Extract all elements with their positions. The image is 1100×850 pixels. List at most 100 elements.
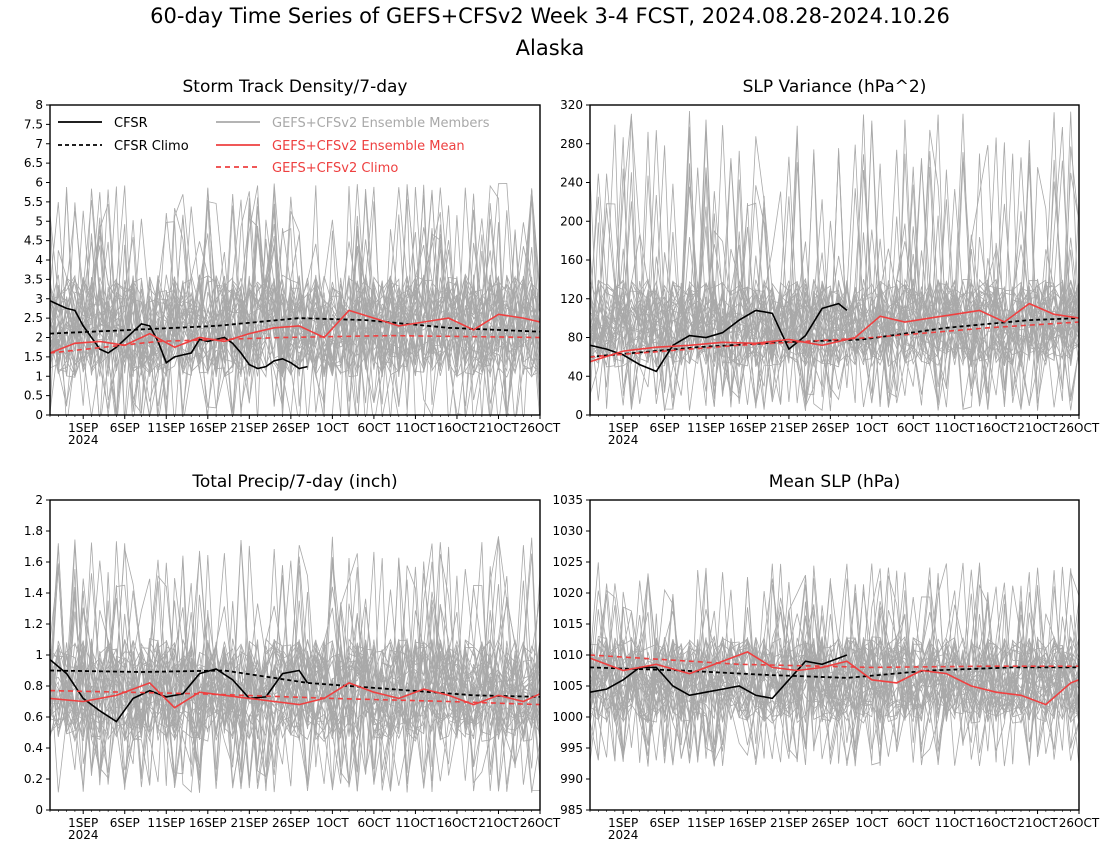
x-tick-label: 11SEP	[147, 421, 185, 435]
x-tick-label: 26OCT	[1059, 421, 1100, 435]
y-tick-label: 7	[35, 137, 43, 151]
x-tick-label: 11OCT	[395, 816, 436, 830]
y-tick-label: 1030	[552, 524, 583, 538]
y-tick-label: 160	[560, 253, 583, 267]
ensemble-member-line	[50, 575, 540, 785]
series-cfsr-climo	[50, 669, 540, 698]
ensemble-member-line	[590, 172, 1079, 410]
x-year-label: 2024	[608, 433, 639, 447]
y-tick-label: 5.5	[24, 195, 43, 209]
x-tick-label: 11OCT	[934, 816, 975, 830]
y-tick-label: 2	[35, 331, 43, 345]
y-tick-label: 0.8	[24, 679, 43, 693]
y-tick-label: 0	[35, 408, 43, 422]
ensemble-member-line	[590, 114, 1079, 402]
ensemble-member-line	[50, 195, 540, 415]
ensemble-member-line	[590, 119, 1079, 408]
y-tick-label: 5	[35, 214, 43, 228]
x-tick-label: 11SEP	[687, 816, 725, 830]
ensemble-member-line	[590, 574, 1079, 767]
ensemble-member-line	[50, 211, 540, 415]
ensemble-member-line	[50, 184, 540, 415]
ensemble-member-line	[590, 144, 1079, 398]
y-tick-label: 4.5	[24, 234, 43, 248]
x-tick-label: 1SEP	[68, 421, 98, 435]
ensemble-member-line	[590, 137, 1079, 404]
y-tick-label: 1025	[552, 555, 583, 569]
x-tick-label: 26SEP	[272, 816, 310, 830]
x-tick-label: 1SEP	[68, 816, 98, 830]
x-tick-label: 11SEP	[147, 816, 185, 830]
y-tick-label: 990	[560, 772, 583, 786]
x-tick-label: 16SEP	[729, 816, 767, 830]
y-tick-label: 240	[560, 176, 583, 190]
ensemble-members	[590, 562, 1079, 767]
series-cfsr	[590, 654, 848, 700]
series-gefs-cfsv2-climo	[590, 321, 1079, 358]
ensemble-member-line	[590, 567, 1079, 760]
x-tick-label: 21SEP	[770, 421, 808, 435]
legend-entry: CFSR Climo	[114, 139, 189, 154]
series-gefs-cfsv2-ensemble-mean	[50, 681, 540, 709]
series-cfsr-climo	[50, 317, 540, 335]
ensemble-member-line	[50, 183, 540, 415]
ensemble-member-line	[50, 187, 540, 415]
y-tick-label: 1	[35, 369, 43, 383]
x-tick-label: 6SEP	[110, 421, 140, 435]
x-tick-label: 26OCT	[520, 816, 561, 830]
x-tick-label: 16SEP	[729, 421, 767, 435]
x-tick-label: 11OCT	[934, 421, 975, 435]
x-tick-label: 1SEP	[608, 421, 638, 435]
legend-entry: GEFS+CFSv2 Ensemble Members	[272, 116, 490, 131]
ensemble-member-line	[590, 588, 1079, 765]
y-tick-label: 120	[560, 292, 583, 306]
chart-title: Total Precip/7-day (inch)	[191, 472, 397, 492]
y-tick-label: 6	[35, 176, 43, 190]
y-tick-label: 1015	[552, 617, 583, 631]
ensemble-member-line	[50, 585, 540, 793]
x-tick-label: 1SEP	[608, 816, 638, 830]
x-tick-label: 21SEP	[230, 816, 268, 830]
y-tick-label: 3	[35, 292, 43, 306]
y-tick-label: 1005	[552, 679, 583, 693]
y-tick-label: 1.5	[24, 350, 43, 364]
chart-panel-3: Total Precip/7-day (inch)00.20.40.60.811…	[24, 472, 561, 842]
y-tick-label: 1.4	[24, 586, 43, 600]
series-cfsr	[50, 299, 308, 370]
ensemble-member-line	[590, 611, 1079, 766]
x-year-label: 2024	[68, 828, 99, 842]
series-cfsr-climo	[590, 317, 1079, 358]
chart-title: SLP Variance (hPa^2)	[743, 77, 927, 97]
x-tick-label: 26SEP	[272, 421, 310, 435]
ensemble-member-line	[590, 564, 1079, 744]
x-tick-label: 16OCT	[976, 421, 1017, 435]
x-tick-label: 16OCT	[437, 816, 478, 830]
ensemble-member-line	[50, 188, 540, 415]
ensemble-member-line	[50, 557, 540, 789]
x-tick-label: 26SEP	[811, 421, 849, 435]
y-tick-label: 320	[560, 98, 583, 112]
ensemble-member-line	[50, 537, 540, 793]
y-tick-label: 0	[35, 803, 43, 817]
y-tick-label: 80	[568, 331, 583, 345]
ensemble-member-line	[50, 602, 540, 766]
y-tick-label: 7.5	[24, 117, 43, 131]
series-cfsr	[50, 658, 309, 723]
ensemble-member-line	[590, 157, 1079, 411]
chart-panel-1: Storm Track Density/7-day 0 0.5 1 1.5 2 2.5 3 3.…	[24, 77, 561, 447]
y-tick-label: 1.6	[24, 555, 43, 569]
y-tick-label: 995	[560, 741, 583, 755]
series-gefs-cfsv2-climo	[590, 654, 1079, 669]
y-tick-label: 3.5	[24, 272, 43, 286]
x-tick-label: 21OCT	[478, 421, 519, 435]
series-gefs-cfsv2-ensemble-mean	[590, 302, 1079, 363]
x-tick-label: 21SEP	[770, 816, 808, 830]
x-tick-label: 6OCT	[357, 816, 390, 830]
ensemble-member-line	[590, 596, 1079, 767]
y-tick-label: 6.5	[24, 156, 43, 170]
x-tick-label: 21OCT	[1017, 421, 1058, 435]
y-tick-label: 1020	[552, 586, 583, 600]
legend-entry: CFSR	[114, 116, 148, 131]
